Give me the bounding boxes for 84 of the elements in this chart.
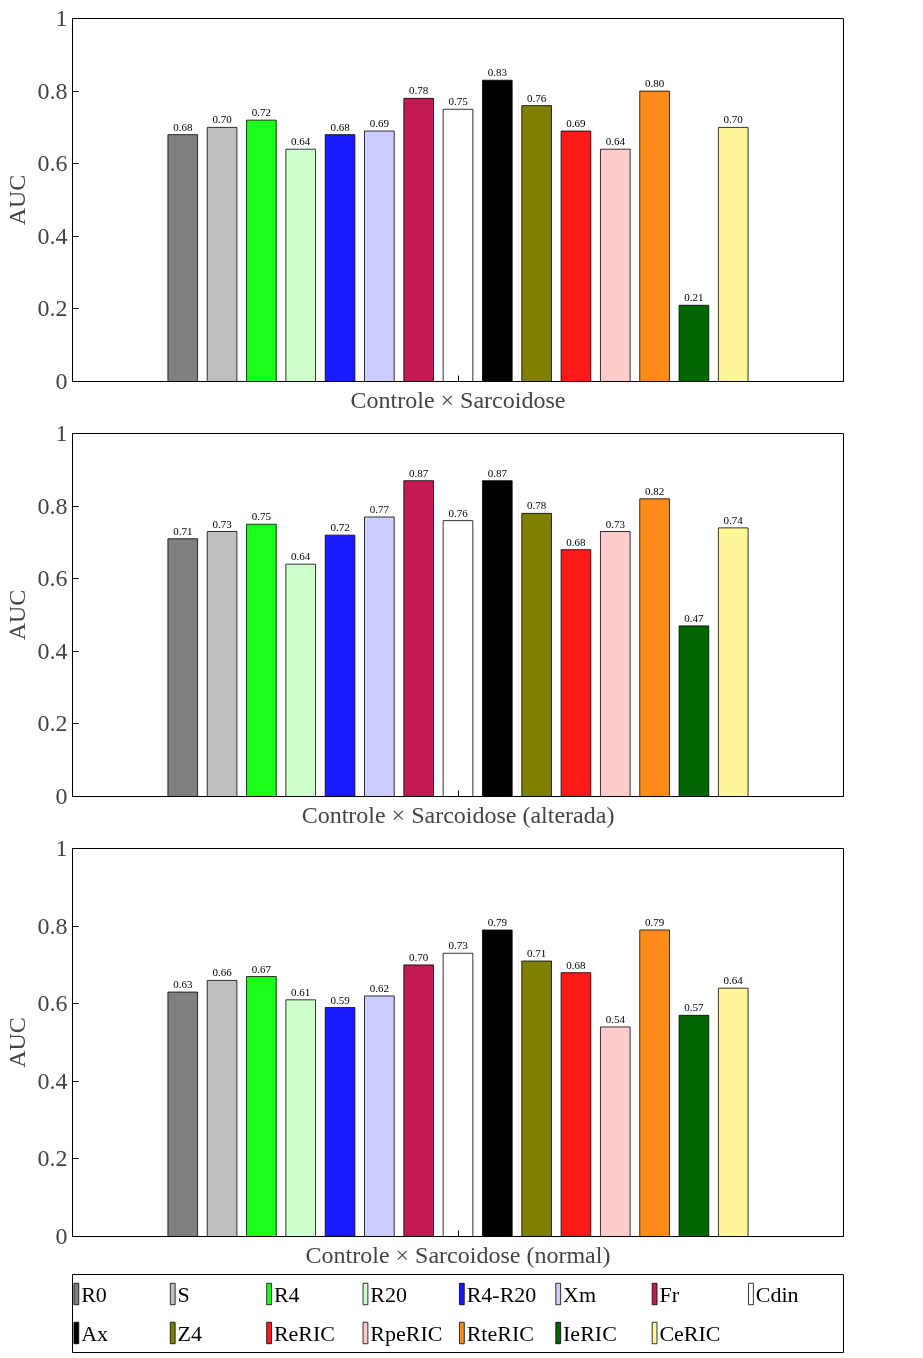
data-label: 0.79: [644, 915, 665, 928]
data-label: 0.87: [487, 466, 508, 479]
y-axis-title: AUC: [3, 589, 30, 641]
legend-label: Ax: [81, 1320, 109, 1346]
data-label: 0.82: [644, 484, 665, 497]
y-tick-label: 0.4: [37, 637, 68, 664]
data-label: 0.76: [448, 506, 469, 519]
data-label: 0.61: [291, 985, 311, 998]
data-label: 0.63: [173, 978, 193, 991]
y-tick-label: 0.2: [37, 1145, 68, 1172]
data-label: 0.69: [369, 117, 390, 130]
y-axis-title: AUC: [3, 1017, 30, 1068]
legend-label: R4: [273, 1281, 300, 1307]
y-axis-title: AUC: [3, 174, 30, 226]
data-label: 0.21: [684, 291, 704, 304]
data-label: 0.70: [409, 950, 429, 963]
legend-label: CeRIC: [659, 1320, 721, 1346]
y-tick-label: 0: [55, 783, 68, 809]
y-tick-label: 0: [55, 1223, 68, 1249]
data-label: 0.68: [566, 958, 587, 971]
x-axis-title: Controle × Sarcoidose (normal): [305, 1241, 611, 1268]
y-tick-label: 1: [55, 5, 68, 31]
data-label: 0.69: [566, 117, 587, 130]
y-tick-label: 0.8: [37, 77, 68, 104]
data-label: 0.75: [448, 95, 469, 108]
data-label: 0.64: [605, 135, 626, 148]
y-tick-label: 0.6: [37, 150, 68, 177]
data-label: 0.57: [684, 1001, 705, 1014]
data-label: 0.68: [566, 535, 587, 548]
data-label: 0.64: [291, 550, 311, 563]
data-label: 0.71: [173, 524, 193, 537]
data-label: 0.70: [212, 113, 233, 126]
data-label: 0.68: [330, 120, 351, 133]
y-tick-label: 0.8: [37, 492, 68, 519]
legend-label: Xm: [563, 1281, 597, 1307]
data-label: 0.73: [212, 517, 233, 530]
data-label: 0.72: [330, 521, 350, 534]
data-label: 0.59: [330, 993, 351, 1006]
data-label: 0.72: [251, 106, 272, 119]
data-label: 0.62: [369, 981, 389, 994]
legend-label: S: [177, 1281, 190, 1307]
legend-label: R0: [81, 1281, 107, 1307]
legend-label: IeRIC: [563, 1320, 617, 1346]
y-tick-label: 1: [55, 420, 68, 446]
data-label: 0.80: [644, 77, 665, 90]
data-label: 0.68: [173, 120, 193, 133]
data-label: 0.76: [527, 91, 547, 104]
data-label: 0.75: [251, 510, 272, 523]
y-tick-label: 0.2: [37, 710, 68, 737]
y-tick-label: 0.4: [37, 1067, 68, 1094]
data-label: 0.78: [409, 84, 429, 97]
y-tick-label: 0: [55, 368, 68, 394]
legend-label: R20: [370, 1281, 407, 1307]
legend-label: Cdin: [755, 1281, 799, 1307]
y-tick-label: 0.8: [37, 912, 68, 939]
data-label: 0.74: [723, 513, 744, 526]
y-tick-label: 0.6: [37, 990, 68, 1017]
legend-label: Z4: [177, 1320, 202, 1346]
data-label: 0.79: [487, 915, 508, 928]
y-tick-label: 0.2: [37, 295, 68, 322]
data-label: 0.66: [212, 966, 233, 979]
data-label: 0.54: [605, 1012, 626, 1025]
data-label: 0.64: [723, 974, 744, 987]
x-axis-title: Controle × Sarcoidose: [350, 386, 566, 413]
legend-label: ReRIC: [273, 1320, 336, 1346]
data-label: 0.87: [409, 466, 429, 479]
data-label: 0.70: [723, 113, 744, 126]
y-tick-label: 0.4: [37, 222, 68, 249]
data-label: 0.71: [527, 947, 547, 960]
data-label: 0.83: [487, 66, 508, 79]
data-label: 0.64: [291, 135, 311, 148]
legend-label: R4-R20: [466, 1281, 537, 1307]
data-label: 0.77: [369, 502, 390, 515]
data-label: 0.78: [527, 499, 547, 512]
data-label: 0.73: [448, 939, 469, 952]
data-label: 0.73: [605, 517, 626, 530]
legend-label: RpeRIC: [370, 1320, 443, 1346]
y-tick-label: 1: [55, 835, 68, 861]
legend-label: Fr: [659, 1281, 680, 1307]
data-label: 0.67: [251, 962, 272, 975]
x-axis-title: Controle × Sarcoidose (alterada): [301, 801, 615, 828]
y-tick-label: 0.6: [37, 565, 68, 592]
legend-label: RteRIC: [466, 1320, 534, 1346]
data-label: 0.47: [684, 611, 705, 624]
